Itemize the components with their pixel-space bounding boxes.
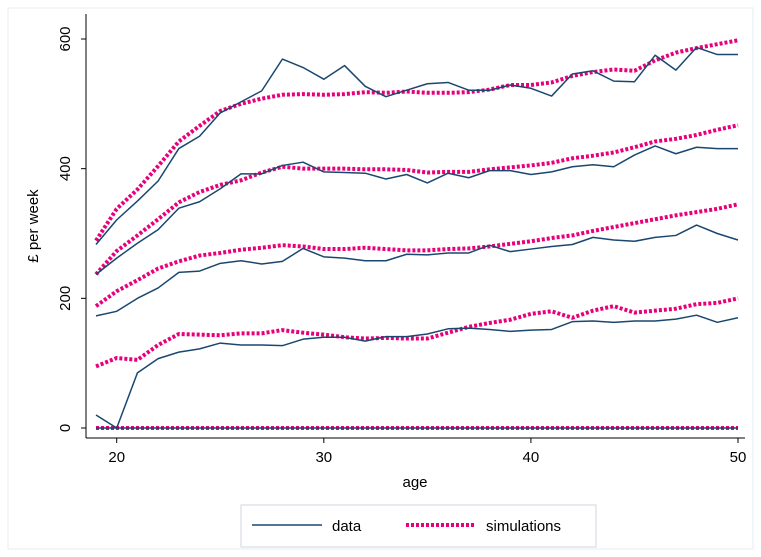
y-tick-label: 400 [57,156,74,181]
y-tick-label: 200 [57,286,74,311]
y-axis-ticks: 0 200 400 600 [57,26,86,432]
x-tick-label: 40 [523,449,540,466]
data-series-line [95,145,738,275]
plot-area: 0 200 400 600 20 30 40 50 [57,14,746,466]
legend-box [240,504,597,548]
series-layer [94,38,739,430]
simulations-series-line [94,123,739,276]
x-tick-label: 20 [108,449,125,466]
y-axis-title: £ per week [25,189,42,263]
simulations-series-line [95,296,739,369]
y-tick-label: 600 [57,26,74,51]
simulations-series-line [94,38,739,242]
legend: data simulations [240,504,597,548]
x-tick-label: 30 [315,449,332,466]
data-series-line [95,46,738,246]
data-series-line [95,224,739,317]
legend-simulations-label: simulations [486,518,561,535]
data-series-line [96,314,739,429]
data-series-line [95,414,738,429]
simulations-series-line [94,202,739,308]
y-tick-label: 0 [57,424,74,432]
legend-data-label: data [332,518,362,535]
plot-outer-frame [7,7,754,550]
x-axis-title: age [402,474,427,491]
x-tick-label: 50 [730,449,747,466]
x-axis-ticks: 20 30 40 50 [108,438,746,466]
